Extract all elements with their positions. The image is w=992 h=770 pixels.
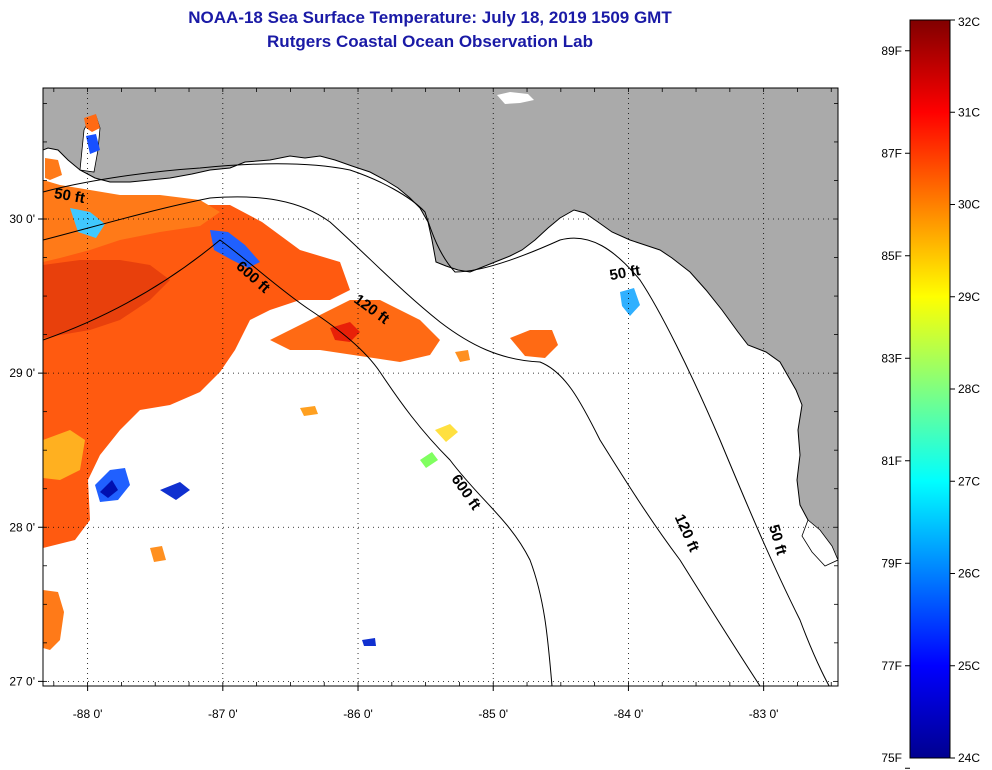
lon-tick-label-3: -85 0' [478, 707, 508, 721]
colorbar-c-label-7: 25C [958, 659, 980, 673]
map-frame [42, 87, 839, 687]
colorbar-c-label-8: 24C [958, 751, 980, 765]
colorbar-c-label-3: 29C [958, 290, 980, 304]
sst-overlay [43, 114, 640, 650]
contour-lines [43, 163, 830, 686]
lat-tick-label-1: 29 0' [9, 366, 35, 380]
colorbar-f-label-7: 75F [881, 751, 902, 765]
lon-tick-label-2: -86 0' [343, 707, 373, 721]
colorbar-c-label-2: 30C [958, 198, 980, 212]
map-area [43, 88, 838, 686]
lon-tick-label-0: -88 0' [73, 707, 103, 721]
contour-120ft [43, 196, 761, 686]
colorbar-f-label-3: 83F [881, 351, 902, 365]
lon-tick-label-5: -83 0' [749, 707, 779, 721]
colorbar [909, 19, 951, 759]
colorbar-f-label-5: 79F [881, 556, 902, 570]
contour-label-0: 50 ft [53, 185, 86, 207]
latitude-ticks: 30 0' 29 0' 28 0' 27 0' [9, 103, 838, 688]
lat-tick-label-2: 28 0' [9, 520, 35, 534]
colorbar-labels: 32C 31C 30C 29C 28C 27C 26C 25C 24C 89F 87F 85F 83F 8… [881, 15, 980, 769]
tampa-bay [801, 519, 838, 567]
colorbar-c-label-0: 32C [958, 15, 980, 29]
longitude-ticks: -88 0' -87 0' -86 0' -85 0' -84 0' -83 0' [53, 88, 832, 721]
colorbar-c-label-5: 27C [958, 474, 980, 488]
colorbar-c-label-1: 31C [958, 105, 980, 119]
colorbar-f-label-6: 77F [881, 659, 902, 673]
lake-white [497, 92, 534, 104]
contour-50ft-west [43, 163, 830, 686]
colorbar-f-label-1: 87F [881, 146, 902, 160]
colorbar-f-label-4: 81F [881, 454, 902, 468]
chart-title: NOAA-18 Sea Surface Temperature: July 18… [188, 8, 672, 27]
colorbar-f-label-0: 89F [881, 44, 902, 58]
lat-tick-label-0: 30 0' [9, 212, 35, 226]
lon-tick-label-1: -87 0' [208, 707, 238, 721]
lon-tick-label-4: -84 0' [614, 707, 644, 721]
chart-subtitle: Rutgers Coastal Ocean Observation Lab [267, 32, 593, 51]
contour-600ft [43, 239, 553, 686]
colorbar-f-label-2: 85F [881, 249, 902, 263]
colorbar-c-label-6: 26C [958, 567, 980, 581]
lat-tick-label-3: 27 0' [9, 674, 35, 688]
colorbar-c-label-4: 28C [958, 382, 980, 396]
contour-label-3: 50 ft [608, 262, 641, 284]
land [43, 88, 838, 561]
